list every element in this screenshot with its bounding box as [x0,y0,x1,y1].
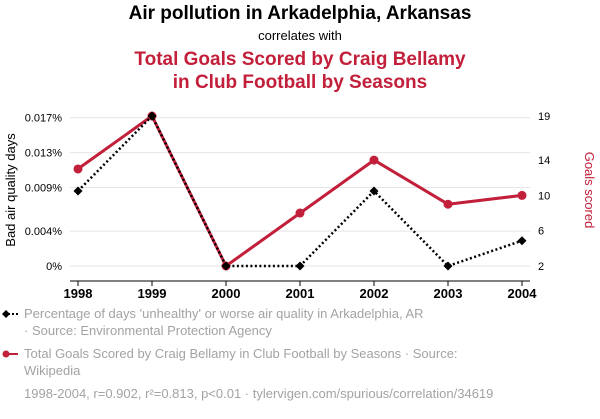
right-tick-label: 10 [538,190,550,202]
right-axis-ticks: 2 6 10 14 19 [538,111,550,273]
data-point-air-pollution [295,261,305,271]
data-point-air-pollution [147,111,157,121]
series-layer [73,111,527,271]
legend-goals-label-line2: Wikipedia [24,363,81,378]
legend-goals: Total Goals Scored by Craig Bellamy in C… [2,346,458,378]
data-point-air-pollution [517,236,527,246]
data-point-goals [517,190,527,200]
left-tick-label: 0.017% [25,113,63,125]
data-point-air-pollution [443,261,453,271]
x-tick-label: 2001 [286,286,315,301]
x-tick-label: 2004 [508,286,538,301]
data-point-goals [369,155,379,165]
right-axis-label: Goals scored [582,152,597,229]
grid [70,117,530,267]
chart-title: Air pollution in Arkadelphia, Arkansas [129,3,472,24]
left-tick-label: 0.004% [25,226,63,238]
x-tick-label: 2003 [434,286,463,301]
chart-subtitle: correlates with [258,28,342,43]
x-tick-label: 2000 [212,286,241,301]
x-tick-label: 1999 [138,286,167,301]
right-tick-label: 19 [538,111,550,123]
left-tick-label: 0.013% [25,148,63,160]
data-point-goals [443,199,453,209]
data-point-goals [295,208,305,218]
x-tick-label: 2002 [360,286,389,301]
right-tick-label: 6 [538,226,544,238]
x-axis-ticks: 1998 1999 2000 2001 2002 2003 2004 [64,281,538,301]
series-line-air-pollution [77,114,523,268]
chart-title2-line2: in Club Football by Seasons [173,72,427,93]
legend-air: Percentage of days 'unhealthy' or worse … [2,306,424,338]
legend-goals-marker [2,350,10,358]
legend-goals-label-line1: Total Goals Scored by Craig Bellamy in C… [24,346,458,361]
right-tick-label: 14 [538,155,550,167]
data-point-air-pollution [221,261,231,271]
left-axis-ticks: 0% 0.004% 0.009% 0.013% 0.017% [25,113,63,273]
left-tick-label: 0% [46,261,62,273]
left-tick-label: 0.009% [25,183,63,195]
chart-title2-line1: Total Goals Scored by Craig Bellamy [134,49,466,70]
legend-air-label-line1: Percentage of days 'unhealthy' or worse … [24,306,424,321]
x-tick-label: 1998 [64,286,93,301]
right-tick-label: 2 [538,261,544,273]
legend-air-label-line2: · Source: Environmental Protection Agenc… [24,323,272,338]
legend-air-marker [2,310,10,318]
chart-footer: 1998-2004, r=0.902, r²=0.813, p<0.01 · t… [24,386,493,401]
data-point-air-pollution [369,186,379,196]
data-point-goals [73,164,83,174]
series-line-goals [77,114,523,268]
data-point-air-pollution [73,186,83,196]
left-axis-label: Bad air quality days [3,133,18,247]
